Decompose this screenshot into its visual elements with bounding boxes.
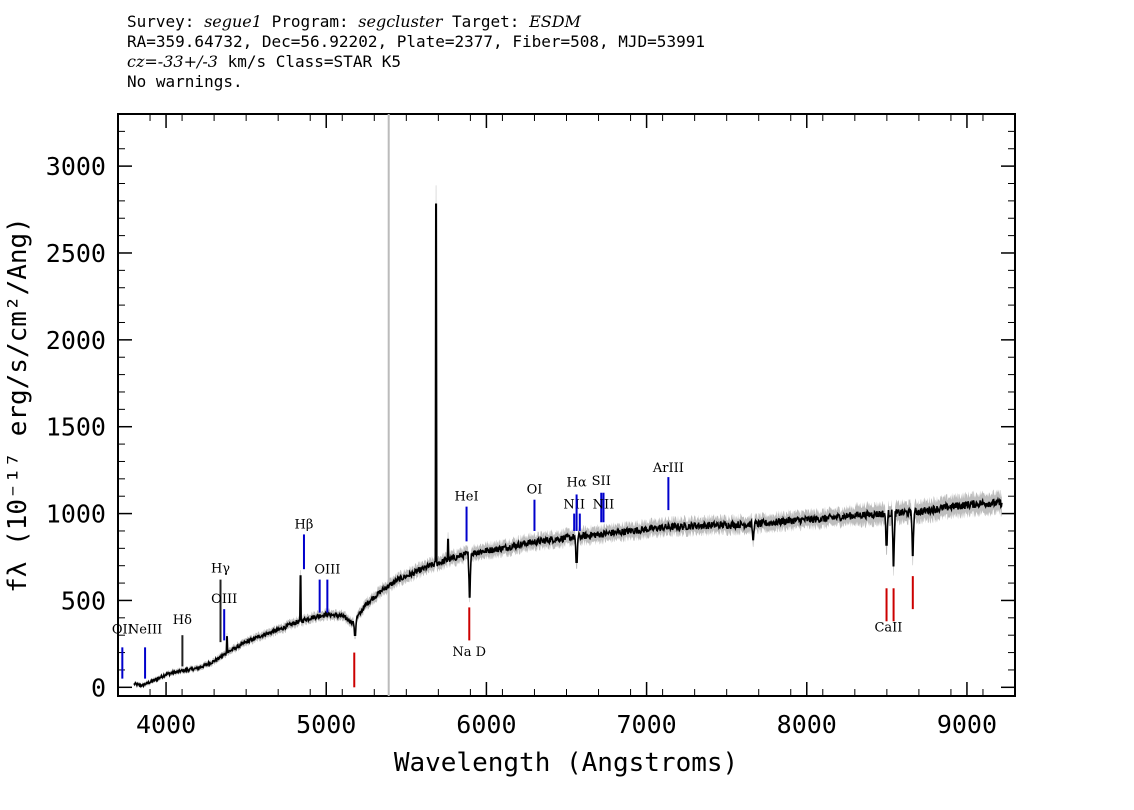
absorption-line-label: CaII	[874, 621, 902, 636]
x-axis-title: Wavelength (Angstroms)	[394, 748, 738, 778]
emission-line-label: NII	[563, 497, 585, 512]
x-tick-label: 4000	[136, 710, 196, 739]
emission-line-label: Hδ	[173, 613, 192, 628]
header-line-coordinates: RA=359.64732, Dec=56.92202, Plate=2377, …	[127, 32, 705, 51]
emission-line-label: NeIII	[128, 622, 162, 637]
spectrum-header: Survey: segue1 Program: segcluster Targe…	[127, 12, 705, 92]
y-tick-label: 2500	[46, 239, 106, 268]
emission-line-label: Hβ	[295, 517, 314, 532]
emission-line-label: Hγ	[211, 562, 230, 577]
tick-labels: 4000 5000 6000 7000 8000 9000 0 500 1000 1500 2000…	[46, 152, 997, 739]
emission-line-label: NII	[593, 497, 615, 512]
x-tick-label: 9000	[937, 710, 997, 739]
emission-line-label: Hα	[567, 476, 587, 491]
y-tick-label: 1000	[46, 500, 106, 529]
y-tick-label: 3000	[46, 152, 106, 181]
header-line-redshift: cz=-33+/-3 km/s Class=STAR K5	[127, 52, 401, 71]
header-line-survey: Survey: segue1 Program: segcluster Targe…	[127, 12, 581, 31]
x-tick-label: 6000	[456, 710, 516, 739]
y-tick-label: 2000	[46, 326, 106, 355]
y-tick-label: 0	[91, 673, 106, 702]
spectrum-error-band	[134, 185, 1002, 689]
emission-line-label: OII	[112, 622, 133, 637]
y-tick-label: 1500	[46, 413, 106, 442]
x-tick-label: 5000	[296, 710, 356, 739]
emission-line-label: OIII	[211, 592, 237, 607]
spectrum-line	[133, 203, 1003, 689]
emission-line-label: HeI	[454, 490, 478, 505]
x-tick-label: 7000	[616, 710, 676, 739]
y-axis-title: fλ (10⁻¹⁷ erg/s/cm²/Ang)	[3, 217, 33, 593]
emission-line-label: OI	[527, 483, 543, 498]
header-line-warnings: No warnings.	[127, 72, 243, 91]
absorption-line-label: Na D	[452, 645, 486, 660]
plot-frame	[117, 113, 1016, 697]
emission-line-label: OIII	[314, 563, 340, 578]
axis-ticks	[117, 114, 1016, 696]
y-tick-label: 500	[61, 586, 106, 615]
emission-line-label: ArIII	[652, 461, 684, 476]
emission-line-label: SII	[592, 474, 611, 489]
x-tick-label: 8000	[777, 710, 837, 739]
